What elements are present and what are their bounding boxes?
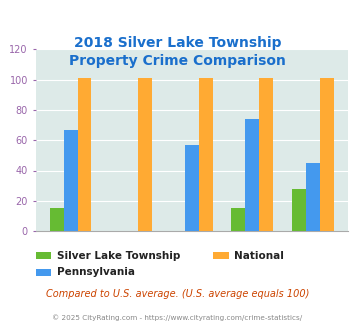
Bar [245,119,259,231]
Bar [185,145,199,231]
Bar [64,130,77,231]
Bar [292,189,306,231]
Bar [306,163,320,231]
Text: Silver Lake Township: Silver Lake Township [57,251,180,261]
Text: 2018 Silver Lake Township
Property Crime Comparison: 2018 Silver Lake Township Property Crime… [69,36,286,68]
Text: © 2025 CityRating.com - https://www.cityrating.com/crime-statistics/: © 2025 CityRating.com - https://www.city… [53,314,302,321]
Text: Compared to U.S. average. (U.S. average equals 100): Compared to U.S. average. (U.S. average … [46,289,309,299]
Bar [50,208,64,231]
Bar [77,78,92,231]
Bar [231,208,245,231]
Bar [138,78,152,231]
Bar [320,78,334,231]
Bar [199,78,213,231]
Text: Pennsylvania: Pennsylvania [57,267,135,277]
Bar [259,78,273,231]
Text: National: National [234,251,284,261]
